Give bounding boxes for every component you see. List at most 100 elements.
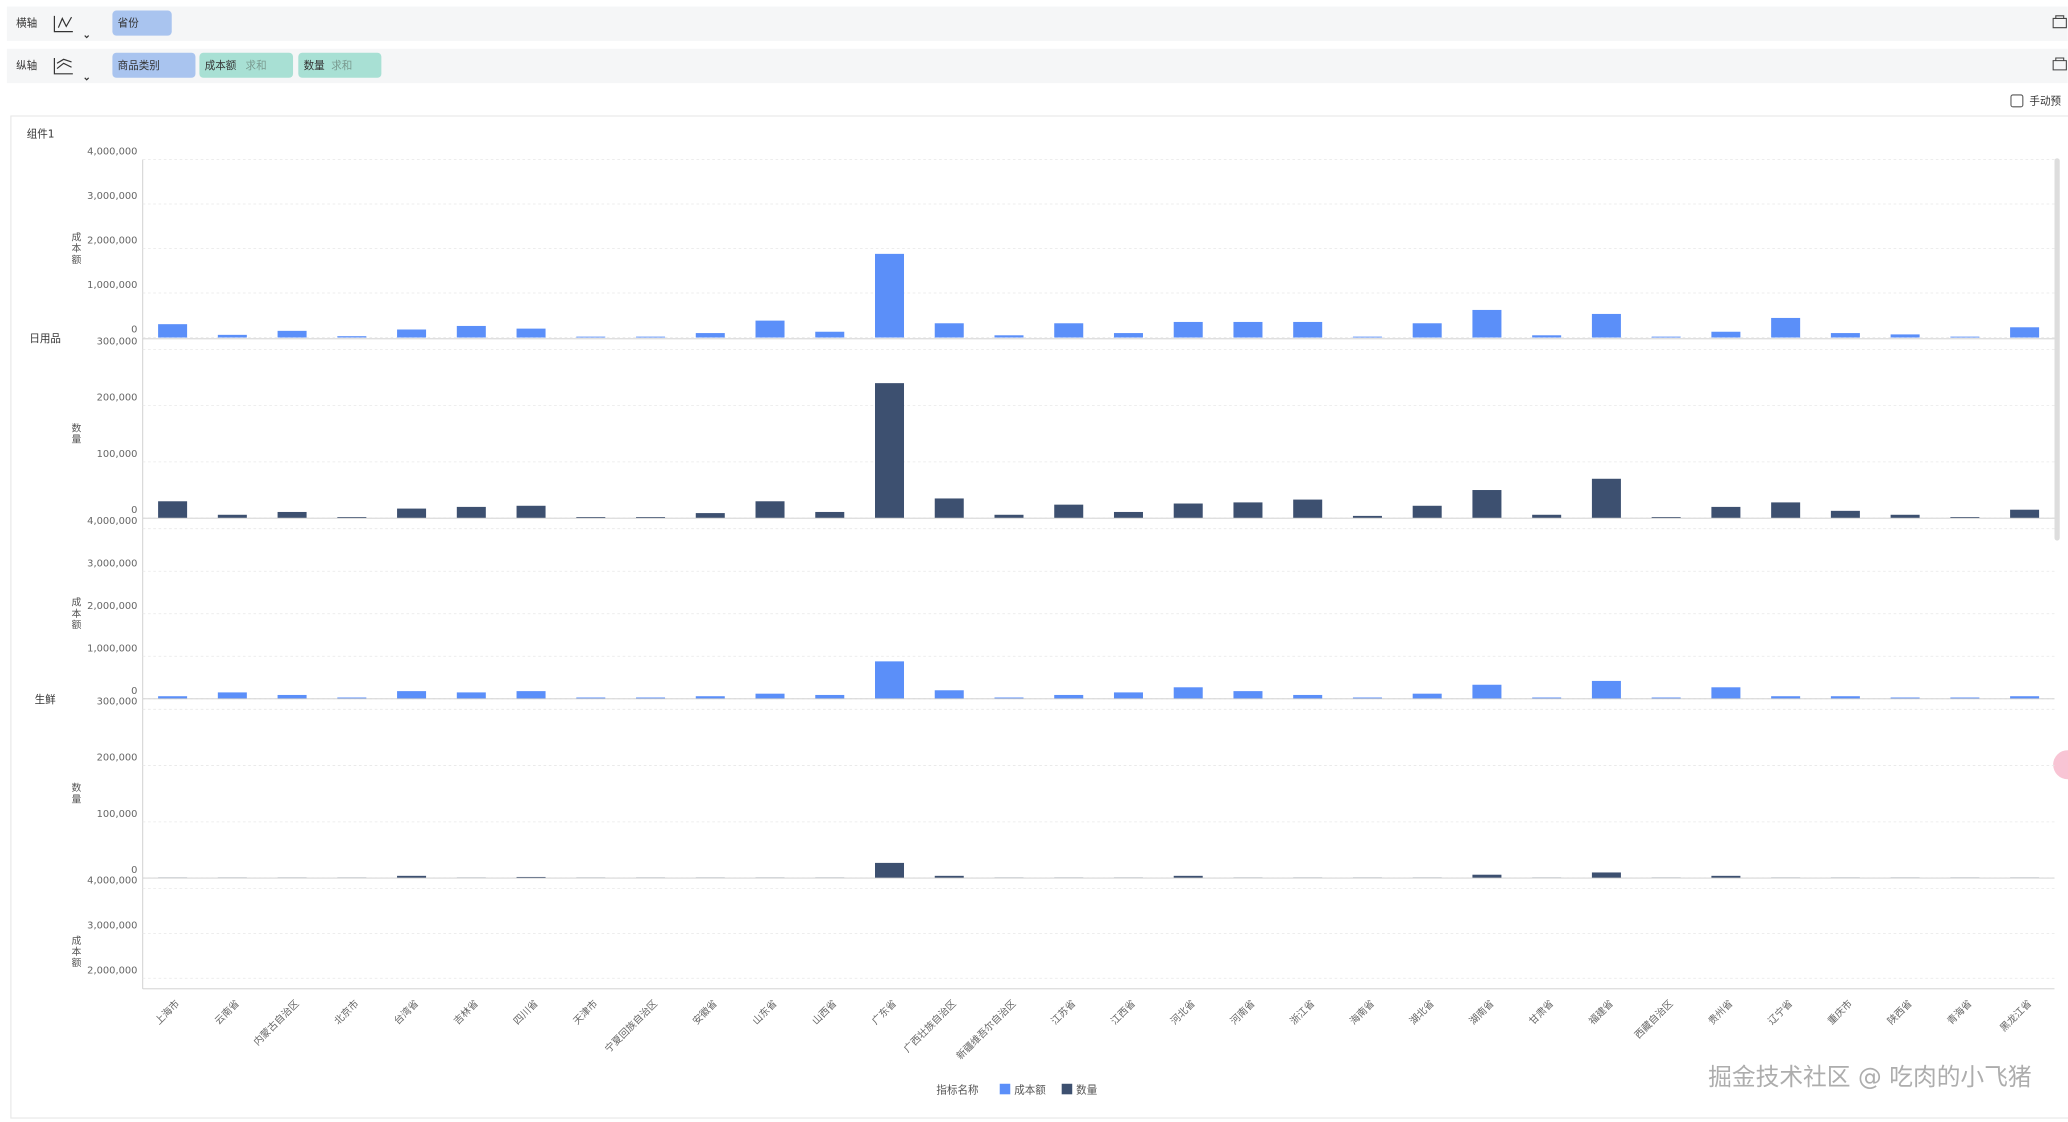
- bar: [1293, 321, 1323, 338]
- bar: [695, 696, 725, 699]
- lock-icon[interactable]: [2052, 57, 2067, 71]
- bar: [516, 328, 546, 338]
- bar: [636, 517, 666, 519]
- bar: [934, 498, 964, 519]
- bar: [337, 697, 367, 699]
- y-tick-label: 2,000,000: [87, 601, 137, 612]
- bar: [994, 335, 1024, 338]
- bar: [1711, 687, 1741, 699]
- checkbox[interactable]: [2010, 94, 2024, 108]
- bar: [1293, 499, 1323, 519]
- bar: [1890, 514, 1920, 519]
- bar: [1233, 502, 1263, 519]
- bar: [2010, 509, 2040, 519]
- bar: [1591, 313, 1621, 338]
- y-tick-label: 100,000: [97, 809, 138, 820]
- bar: [1054, 323, 1084, 338]
- bar: [456, 325, 486, 338]
- bar: [636, 697, 666, 699]
- bar: [456, 692, 486, 699]
- bar: [576, 336, 606, 338]
- bar: [1771, 696, 1801, 699]
- y-tick-label: 0: [131, 686, 137, 697]
- bar: [1233, 691, 1263, 699]
- bar: [516, 691, 546, 699]
- component-panel: [10, 115, 2068, 1119]
- y-tick-label: 1,000,000: [87, 643, 137, 654]
- bar: [1054, 694, 1084, 699]
- bar: [1173, 503, 1203, 519]
- bar: [1532, 335, 1562, 338]
- bar: [1591, 680, 1621, 699]
- bar: [1352, 336, 1382, 338]
- y-tick-label: 1,000,000: [87, 280, 137, 291]
- bar: [397, 508, 427, 519]
- y-tick-label: 4,000,000: [87, 516, 137, 527]
- float-button[interactable]: [2053, 750, 2068, 780]
- bar: [636, 336, 666, 338]
- bar: [1711, 506, 1741, 519]
- bar: [1830, 510, 1860, 519]
- bar: [1113, 333, 1143, 338]
- group-label: 生鲜: [35, 693, 57, 706]
- field-name: 省份: [118, 17, 140, 30]
- bar: [1711, 875, 1741, 879]
- bar: [1173, 875, 1203, 879]
- bar: [516, 505, 546, 519]
- x-axis-icon[interactable]: [53, 15, 90, 39]
- y-axis-title: 成本额: [69, 935, 81, 969]
- y-axis-title: 数量: [69, 781, 81, 805]
- bar: [1173, 321, 1203, 338]
- bar: [217, 692, 247, 699]
- y-tick-label: 4,000,000: [87, 147, 137, 158]
- bar: [1830, 333, 1860, 338]
- bar: [1771, 502, 1801, 519]
- y-tick-label: 2,000,000: [87, 236, 137, 247]
- y-axis-icon[interactable]: [53, 58, 90, 81]
- field-name: 成本额: [205, 59, 237, 72]
- y-tick-label: 300,000: [97, 696, 138, 707]
- field-pill[interactable]: [298, 52, 382, 78]
- bar: [1950, 517, 1980, 519]
- bar: [755, 320, 785, 338]
- bar: [397, 329, 427, 338]
- bar: [1591, 872, 1621, 879]
- field-pill[interactable]: [112, 10, 172, 36]
- bar: [1651, 336, 1681, 338]
- y-axis-label: 纵轴: [16, 59, 37, 72]
- field-agg: 求和: [331, 60, 352, 72]
- bar: [695, 513, 725, 519]
- bar: [1950, 697, 1980, 699]
- bar: [456, 506, 486, 519]
- bar: [875, 661, 905, 699]
- y-tick-label: 2,000,000: [87, 965, 137, 976]
- field-pill[interactable]: [112, 52, 196, 78]
- field-pill[interactable]: [199, 52, 294, 78]
- bar: [1890, 697, 1920, 699]
- y-tick-label: 3,000,000: [87, 191, 137, 202]
- x-axis-label: 横轴: [16, 17, 37, 30]
- bar: [695, 333, 725, 338]
- scrollbar[interactable]: [2054, 158, 2060, 541]
- bar: [875, 862, 905, 879]
- bar: [277, 330, 307, 338]
- bar: [1293, 694, 1323, 699]
- y-tick-label: 100,000: [97, 449, 138, 460]
- bar: [1651, 697, 1681, 699]
- bar: [337, 517, 367, 519]
- bar: [1233, 321, 1263, 338]
- bar: [755, 501, 785, 519]
- bar: [158, 501, 188, 519]
- field-name: 商品类别: [118, 59, 160, 72]
- bar: [1412, 693, 1442, 699]
- y-axis-title: 数量: [69, 421, 81, 445]
- bar: [815, 331, 845, 338]
- y-tick-label: 200,000: [97, 753, 138, 764]
- y-axis-title: 成本额: [69, 231, 81, 265]
- bar: [1890, 334, 1920, 338]
- lock-icon[interactable]: [2052, 15, 2067, 29]
- field-name: 数量: [304, 59, 326, 72]
- bar: [1651, 517, 1681, 519]
- bar: [1412, 323, 1442, 338]
